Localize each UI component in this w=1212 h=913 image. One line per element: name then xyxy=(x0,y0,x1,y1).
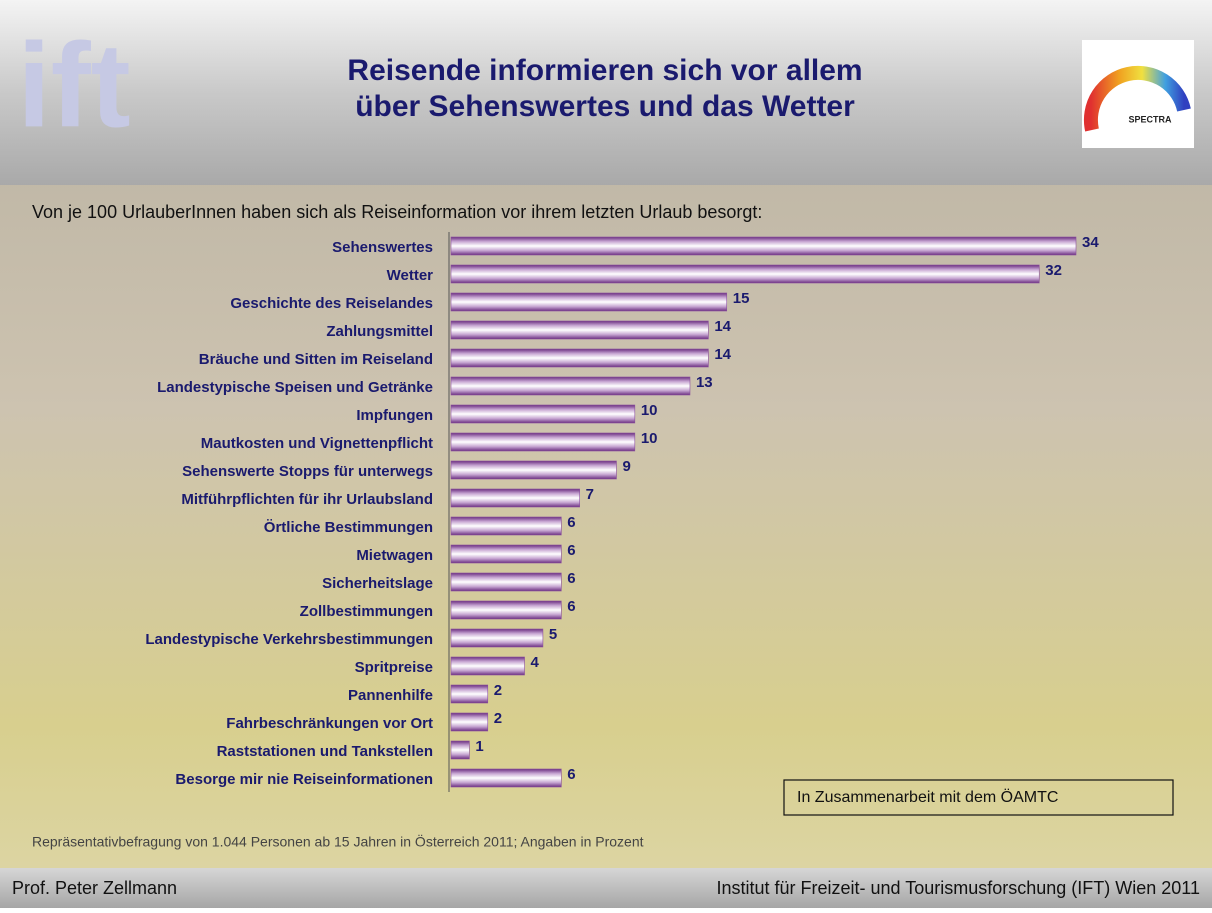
category-label: Spritpreise xyxy=(355,659,433,676)
annotation: In Zusammenarbeit mit dem ÖAMTC xyxy=(797,788,1058,806)
category-label: Sehenswertes xyxy=(332,239,433,256)
value-label: 6 xyxy=(567,570,575,587)
category-label: Pannenhilfe xyxy=(348,687,433,704)
value-label: 32 xyxy=(1045,262,1062,279)
footnote: Repräsentativbefragung von 1.044 Persone… xyxy=(32,833,644,850)
bar xyxy=(451,489,580,507)
category-label: Landestypische Speisen und Getränke xyxy=(157,379,433,396)
chart-subtitle: Von je 100 UrlauberInnen haben sich als … xyxy=(32,202,762,222)
bar xyxy=(451,769,561,787)
category-label: Mautkosten und Vignettenpflicht xyxy=(201,435,433,452)
bar xyxy=(451,461,616,479)
bar xyxy=(451,433,635,451)
category-label: Fahrbeschränkungen vor Ort xyxy=(226,715,433,732)
slide: ift SPECTRA Reisende informieren sich vo… xyxy=(0,0,1212,908)
category-label: Besorge mir nie Reiseinformationen xyxy=(175,771,433,788)
value-label: 10 xyxy=(641,402,658,419)
category-label: Bräuche und Sitten im Reiseland xyxy=(199,351,433,368)
value-label: 15 xyxy=(733,290,750,307)
category-label: Landestypische Verkehrsbestimmungen xyxy=(145,631,433,648)
category-label: Impfungen xyxy=(356,407,433,424)
logo-right-text: SPECTRA xyxy=(1128,114,1172,124)
bar xyxy=(451,573,561,591)
value-label: 13 xyxy=(696,374,713,391)
value-label: 34 xyxy=(1082,234,1099,251)
value-label: 14 xyxy=(714,318,731,335)
bar xyxy=(451,349,708,367)
value-label: 1 xyxy=(475,738,483,755)
category-label: Wetter xyxy=(387,267,434,284)
value-label: 5 xyxy=(549,626,557,643)
bar xyxy=(451,657,525,675)
category-label: Mietwagen xyxy=(356,547,433,564)
bar xyxy=(451,685,488,703)
value-label: 6 xyxy=(567,766,575,783)
bar xyxy=(451,405,635,423)
category-label: Mitführpflichten für ihr Urlaubsland xyxy=(181,491,433,508)
value-label: 6 xyxy=(567,514,575,531)
bar xyxy=(451,265,1039,283)
value-label: 14 xyxy=(714,346,731,363)
value-label: 6 xyxy=(567,542,575,559)
footer-left: Prof. Peter Zellmann xyxy=(12,878,177,898)
category-label: Sicherheitslage xyxy=(322,575,433,592)
bar xyxy=(451,321,708,339)
value-label: 9 xyxy=(622,458,630,475)
bar xyxy=(451,601,561,619)
bar xyxy=(451,237,1076,255)
value-label: 10 xyxy=(641,430,658,447)
category-label: Raststationen und Tankstellen xyxy=(217,743,433,760)
title-line: über Sehenswertes und das Wetter xyxy=(355,90,855,123)
bar xyxy=(451,713,488,731)
bar xyxy=(451,741,469,759)
footer-right: Institut für Freizeit- und Tourismusfors… xyxy=(716,878,1200,898)
bar xyxy=(451,377,690,395)
logo-left: ift xyxy=(17,19,130,153)
category-label: Geschichte des Reiselandes xyxy=(230,295,433,312)
value-label: 2 xyxy=(494,710,502,727)
value-label: 2 xyxy=(494,682,502,699)
value-label: 7 xyxy=(586,486,594,503)
value-label: 6 xyxy=(567,598,575,615)
category-label: Zahlungsmittel xyxy=(326,323,433,340)
category-label: Sehenswerte Stopps für unterwegs xyxy=(182,463,433,480)
bar xyxy=(451,545,561,563)
title-line: Reisende informieren sich vor allem xyxy=(347,54,862,87)
bar xyxy=(451,629,543,647)
bar xyxy=(451,517,561,535)
category-label: Zollbestimmungen xyxy=(300,603,433,620)
bar xyxy=(451,293,727,311)
category-label: Örtliche Bestimmungen xyxy=(264,519,433,536)
value-label: 4 xyxy=(531,654,540,671)
